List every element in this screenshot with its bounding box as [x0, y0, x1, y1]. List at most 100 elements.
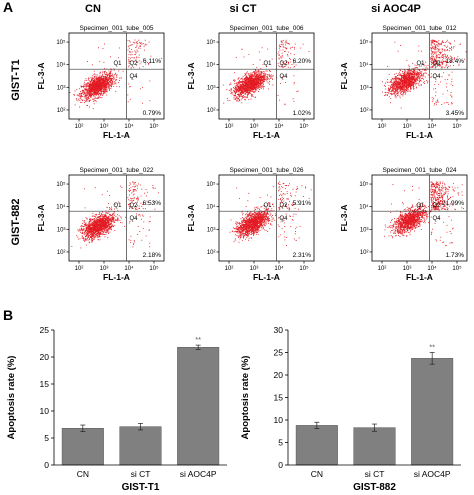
bar: [411, 358, 454, 466]
error-bar: [429, 352, 435, 365]
flow-plot: 10² 10² 10³ 10³ 10⁴ 10⁴ 10⁵ 10⁵ Specimen_001_tub…: [186, 25, 315, 140]
q4-percentage: 1.73%: [446, 252, 465, 259]
quadrant-label-q1: Q1: [264, 61, 273, 67]
quadrant-label-q2: Q2: [433, 203, 442, 209]
y-axis-label: FL-3-A: [339, 63, 349, 90]
x-tick-label: si CT: [131, 469, 151, 479]
y-axis-label: Apoptosis rate (%): [240, 356, 251, 440]
quadrant-label-q1: Q1: [417, 61, 426, 67]
quadrant-label-q2: Q2: [280, 61, 289, 67]
y-tick-label: 10⁴: [359, 62, 369, 69]
x-axis-label: FL-1-A: [253, 130, 280, 140]
quadrant-label-q4: Q4: [280, 216, 289, 222]
event-dots: [222, 39, 310, 106]
quadrant-label-q4: Q4: [433, 216, 442, 222]
y-tick-label: 10⁴: [206, 204, 216, 211]
y-tick-label: 10³: [207, 227, 216, 233]
x-tick-label: 10⁵: [299, 265, 309, 272]
quadrant-label-q2: Q2: [280, 203, 289, 209]
q4-percentage: 1.02%: [293, 110, 312, 117]
row-header-gist-882: GIST-882: [10, 198, 22, 245]
column-header-si-ct: si CT: [230, 3, 257, 15]
x-tick-label: 10⁴: [427, 123, 437, 130]
y-axis-label: FL-3-A: [186, 205, 196, 232]
event-dots: [69, 39, 163, 110]
x-axis-label: FL-1-A: [103, 130, 130, 140]
event-dots: [384, 181, 464, 247]
q2-percentage: 18.4%: [446, 58, 465, 65]
flow-plot: 10² 10² 10³ 10³ 10⁴ 10⁴ 10⁵ 10⁵ Specimen_001_tub…: [36, 25, 165, 140]
q4-percentage: 2.18%: [143, 252, 162, 259]
y-axis-label: FL-3-A: [186, 63, 196, 90]
x-tick-label: 10⁵: [149, 265, 159, 272]
y-tick-label: 10²: [207, 250, 216, 256]
x-tick-label: 10⁴: [274, 265, 284, 272]
error-bar: [195, 344, 201, 350]
x-tick-label: 10²: [225, 266, 234, 272]
x-axis-label: FL-1-A: [406, 130, 433, 140]
x-axis-label: FL-1-A: [406, 272, 433, 282]
y-tick-label: 10²: [360, 250, 369, 256]
bar: [353, 427, 396, 466]
flow-plot: 10² 10² 10³ 10³ 10⁴ 10⁴ 10⁵ 10⁵ Specimen_001_tub…: [186, 167, 315, 282]
significance-mark: **: [429, 343, 435, 352]
x-tick-label: 10³: [403, 266, 412, 272]
flow-cytometry-panel: 10² 10² 10³ 10³ 10⁴ 10⁴ 10⁵ 10⁵ Specimen_001_tub…: [36, 25, 468, 282]
y-tick-label: 10³: [360, 227, 369, 233]
error-bar: [314, 421, 320, 429]
x-tick-label: 10²: [378, 124, 387, 130]
x-tick-label: 10⁵: [452, 265, 462, 272]
q4-percentage: 3.45%: [446, 110, 465, 117]
error-bar: [138, 423, 143, 431]
y-axis-label: FL-3-A: [36, 63, 46, 90]
y-tick-label: 10⁴: [56, 62, 66, 69]
bar-chart: CN si CT ** si AOC4P 0 5 10 15 20 25 Apoptosis rat…: [6, 325, 227, 493]
x-axis-label: FL-1-A: [253, 272, 280, 282]
x-tick-label: 10⁵: [149, 123, 159, 130]
x-tick-label: 10³: [100, 266, 109, 272]
x-tick-label: 10³: [403, 124, 412, 130]
event-dots: [381, 39, 467, 109]
bar: [177, 347, 220, 466]
q2-percentage: 6.20%: [293, 58, 312, 65]
y-tick-label: 15: [274, 393, 284, 403]
y-tick-label: 30: [274, 325, 284, 335]
y-tick-label: 10²: [57, 108, 66, 114]
y-tick-label: 20: [40, 352, 50, 362]
x-axis-label: GIST-882: [353, 482, 396, 493]
bar-chart: CN si CT ** si AOC4P 0 5 10 15 20 25 30 Apoptosis r…: [240, 325, 461, 493]
y-tick-label: 5: [278, 438, 283, 448]
y-axis-label: FL-3-A: [339, 205, 349, 232]
quadrant-label-q2: Q2: [130, 203, 139, 209]
panel-a-letter: A: [3, 0, 13, 15]
flow-plot: 10² 10² 10³ 10³ 10⁴ 10⁴ 10⁵ 10⁵ Specimen_001_tub…: [339, 25, 468, 140]
apoptosis-bar-charts: CN si CT ** si AOC4P 0 5 10 15 20 25 Apoptosis rat…: [6, 325, 461, 493]
y-tick-label: 0: [44, 460, 49, 470]
quadrant-label-q4: Q4: [130, 74, 139, 80]
significance-mark: **: [195, 335, 201, 344]
y-tick-label: 10⁵: [206, 39, 216, 46]
x-tick-label: CN: [311, 469, 323, 479]
y-tick-label: 10⁵: [206, 181, 216, 188]
panel-b-letter: B: [3, 307, 13, 323]
y-tick-label: 15: [40, 379, 50, 389]
bar: [61, 428, 104, 466]
quadrant-label-q2: Q2: [433, 61, 442, 67]
y-tick-label: 10³: [360, 85, 369, 91]
row-header-gist-t1: GIST-T1: [10, 59, 22, 101]
y-tick-label: 10⁵: [56, 39, 66, 46]
x-axis-label: GIST-T1: [122, 482, 160, 493]
specimen-title: Specimen_001_tube_005: [79, 25, 153, 32]
x-tick-label: si CT: [365, 469, 385, 479]
specimen-title: Specimen_001_tube_026: [229, 167, 303, 174]
x-tick-label: CN: [77, 469, 89, 479]
y-tick-label: 5: [44, 433, 49, 443]
x-tick-label: 10²: [75, 124, 84, 130]
y-tick-label: 20: [274, 370, 284, 380]
y-tick-label: 0: [278, 460, 283, 470]
x-tick-label: 10⁵: [299, 123, 309, 130]
x-tick-label: 10⁴: [427, 265, 437, 272]
error-bar: [80, 424, 86, 432]
q4-percentage: 0.79%: [143, 110, 162, 117]
